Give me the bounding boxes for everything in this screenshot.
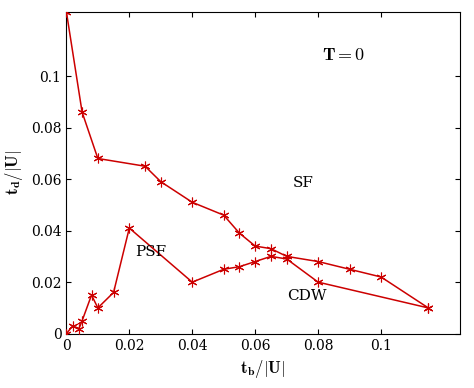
Text: PSF: PSF xyxy=(136,245,167,260)
Text: SF: SF xyxy=(293,176,314,190)
X-axis label: $\mathbf{t_b/|U|}$: $\mathbf{t_b/|U|}$ xyxy=(240,358,286,380)
Text: CDW: CDW xyxy=(287,289,326,303)
Text: $\mathbf{T=0}$: $\mathbf{T=0}$ xyxy=(322,46,365,64)
Y-axis label: $\mathbf{t_d/|U|}$: $\mathbf{t_d/|U|}$ xyxy=(3,150,25,195)
